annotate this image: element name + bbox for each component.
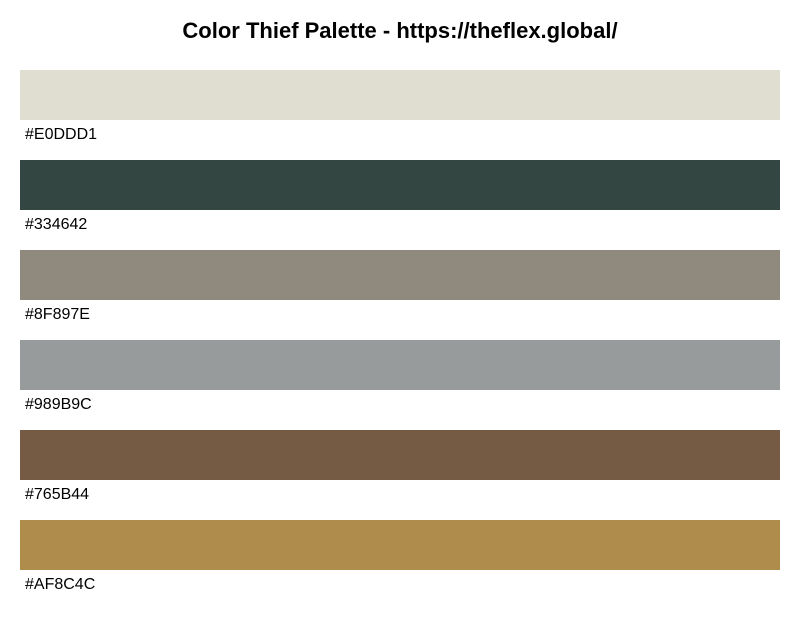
color-swatch xyxy=(20,520,780,570)
palette-entry: #8F897E xyxy=(20,250,780,340)
palette-entry: #AF8C4C xyxy=(20,520,780,610)
color-swatch xyxy=(20,250,780,300)
color-swatch xyxy=(20,430,780,480)
hex-label: #765B44 xyxy=(25,486,90,503)
hex-label: #AF8C4C xyxy=(25,576,96,593)
hex-label: #8F897E xyxy=(25,306,90,323)
page-title: Color Thief Palette - https://theflex.gl… xyxy=(182,18,618,43)
color-swatch xyxy=(20,160,780,210)
palette-entry: #989B9C xyxy=(20,340,780,430)
hex-label: #989B9C xyxy=(25,396,92,413)
color-swatch xyxy=(20,340,780,390)
palette-list: #E0DDD1 #334642 #8F897E #989B9C #765B44 … xyxy=(20,70,780,610)
palette-entry: #765B44 xyxy=(20,430,780,520)
palette-entry: #E0DDD1 xyxy=(20,70,780,160)
palette-entry: #334642 xyxy=(20,160,780,250)
hex-label: #E0DDD1 xyxy=(25,126,98,143)
hex-label: #334642 xyxy=(25,216,88,233)
color-swatch xyxy=(20,70,780,120)
